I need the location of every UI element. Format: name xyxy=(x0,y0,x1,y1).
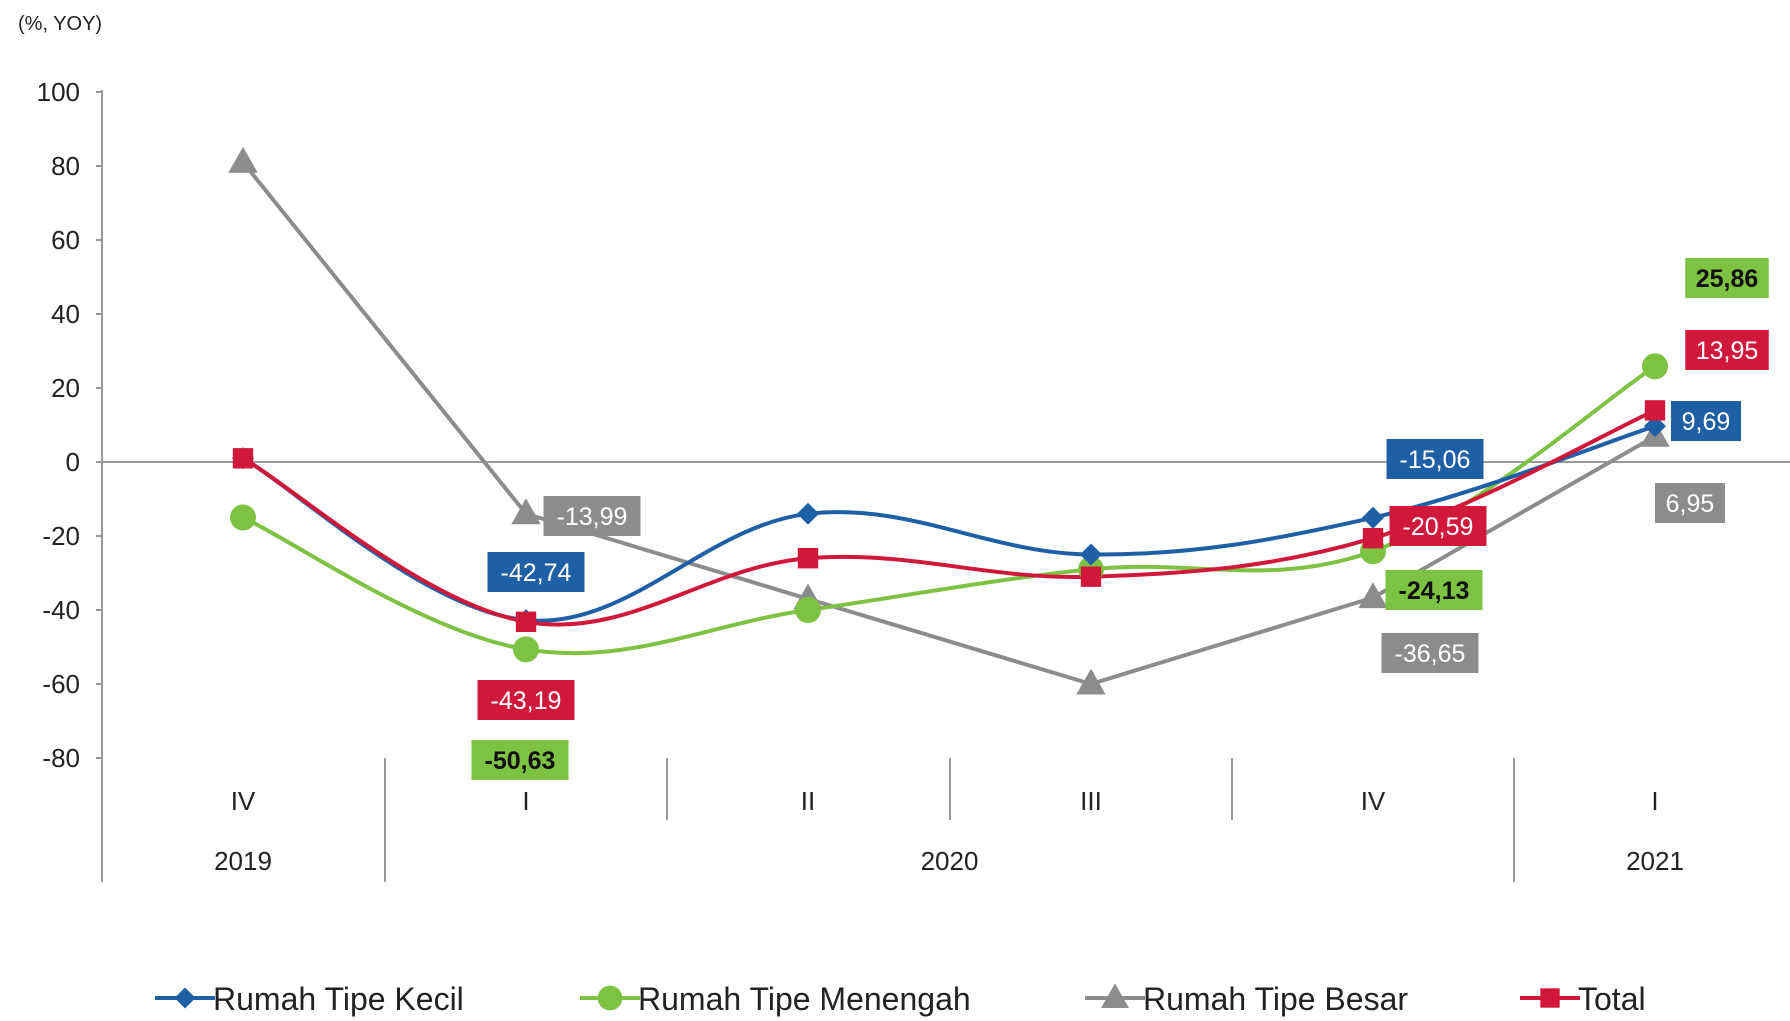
data-point xyxy=(515,611,537,633)
data-point xyxy=(228,146,258,173)
data-label-box xyxy=(543,496,641,536)
data-label-text: -42,74 xyxy=(501,559,572,587)
data-label-box xyxy=(1389,506,1487,546)
data-point xyxy=(1642,353,1668,380)
year-label: 2021 xyxy=(1626,846,1684,876)
data-label: -13,99 xyxy=(543,496,641,536)
x-tick-label: III xyxy=(1080,786,1102,816)
data-label-box xyxy=(1685,330,1769,370)
data-label-box xyxy=(1655,483,1725,523)
data-label: -20,59 xyxy=(1389,506,1487,546)
data-label: 6,95 xyxy=(1655,483,1725,523)
data-point xyxy=(1076,668,1106,695)
y-tick-label: -80 xyxy=(42,743,80,773)
legend-label: Total xyxy=(1578,981,1646,1017)
unit-label: (%, YOY) xyxy=(18,13,102,35)
legend-label: Rumah Tipe Kecil xyxy=(213,981,464,1017)
data-point xyxy=(1080,566,1102,587)
data-label-box xyxy=(1385,570,1483,610)
data-point xyxy=(797,548,819,569)
legend-marker xyxy=(174,987,196,1009)
y-tick-label: 20 xyxy=(51,373,80,403)
data-label-box xyxy=(1386,439,1484,479)
x-tick-label: I xyxy=(522,786,529,816)
data-label: -50,63 xyxy=(471,740,569,780)
category-separators xyxy=(101,758,1515,882)
legend-marker xyxy=(597,985,623,1011)
legend-marker xyxy=(1540,988,1560,1008)
y-ticks: 100 80 60 40 20 0 -20 -40 -60 -80 xyxy=(37,77,102,773)
year-label: 2020 xyxy=(921,846,979,876)
legend-marker xyxy=(1101,983,1129,1008)
data-point xyxy=(1362,527,1384,549)
year-labels: 2019 2020 2021 xyxy=(214,846,1684,876)
data-labels: -42,74 -15,06 9,69 -50,63 -24,13 25,86 -13,99 -… xyxy=(471,258,1769,780)
data-label: -43,19 xyxy=(477,680,575,720)
data-label: 13,95 xyxy=(1685,330,1769,370)
data-label-text: -13,99 xyxy=(557,503,628,531)
data-label-text: -20,59 xyxy=(1403,513,1474,541)
data-label: -42,74 xyxy=(487,552,585,592)
data-label-text: 13,95 xyxy=(1696,337,1759,365)
legend-item: Rumah Tipe Kecil xyxy=(155,981,464,1017)
y-tick-label: 60 xyxy=(51,225,80,255)
y-tick-label: 40 xyxy=(51,299,80,329)
data-point xyxy=(1080,543,1102,566)
data-label: -36,65 xyxy=(1381,633,1479,673)
data-label-text: -15,06 xyxy=(1400,446,1471,474)
data-label-text: -36,65 xyxy=(1395,640,1466,668)
legend-item: Rumah Tipe Menengah xyxy=(580,981,971,1017)
data-point xyxy=(1644,415,1666,438)
data-label-box xyxy=(1671,401,1741,441)
x-tick-label: IV xyxy=(231,786,256,816)
x-tick-label: I xyxy=(1651,786,1658,816)
data-point xyxy=(511,498,541,525)
x-tick-label: IV xyxy=(1361,786,1386,816)
y-tick-label: 80 xyxy=(51,151,80,181)
series-markers xyxy=(228,146,1670,695)
data-label-box xyxy=(1381,633,1479,673)
year-label: 2019 xyxy=(214,846,272,876)
legend-label: Rumah Tipe Menengah xyxy=(638,981,971,1017)
data-label: 25,86 xyxy=(1685,258,1769,298)
data-label: -15,06 xyxy=(1386,439,1484,479)
y-tick-label: -40 xyxy=(42,595,80,625)
y-tick-label: 100 xyxy=(37,77,80,107)
data-label-box xyxy=(477,680,575,720)
legend-label: Rumah Tipe Besar xyxy=(1143,981,1408,1017)
legend-item: Total xyxy=(1520,981,1646,1017)
data-point xyxy=(795,597,821,623)
data-point xyxy=(797,502,819,525)
data-label-box xyxy=(487,552,585,592)
data-point xyxy=(232,448,254,469)
data-point xyxy=(1644,400,1666,421)
category-labels: IV I II III IV I xyxy=(231,786,1659,816)
data-label-text: -50,63 xyxy=(485,747,556,775)
data-point xyxy=(1362,506,1384,529)
data-point xyxy=(230,504,256,531)
data-label-text: -24,13 xyxy=(1399,577,1470,605)
legend-item: Rumah Tipe Besar xyxy=(1085,981,1408,1017)
data-label-text: 25,86 xyxy=(1696,265,1759,293)
data-label: -24,13 xyxy=(1385,570,1483,610)
y-tick-label: 0 xyxy=(66,447,80,477)
legend: Rumah Tipe Kecil Rumah Tipe Menengah Rumah… xyxy=(155,981,1646,1017)
data-label-text: 6,95 xyxy=(1666,490,1715,518)
y-tick-label: -20 xyxy=(42,521,80,551)
data-label: 9,69 xyxy=(1671,401,1741,441)
data-label-text: -43,19 xyxy=(491,687,562,715)
y-tick-label: -60 xyxy=(42,669,80,699)
data-point xyxy=(1358,582,1388,609)
data-label-box xyxy=(1685,258,1769,298)
x-tick-label: II xyxy=(801,786,815,816)
data-label-box xyxy=(471,740,569,780)
data-point xyxy=(513,636,539,663)
data-label-text: 9,69 xyxy=(1682,408,1731,436)
